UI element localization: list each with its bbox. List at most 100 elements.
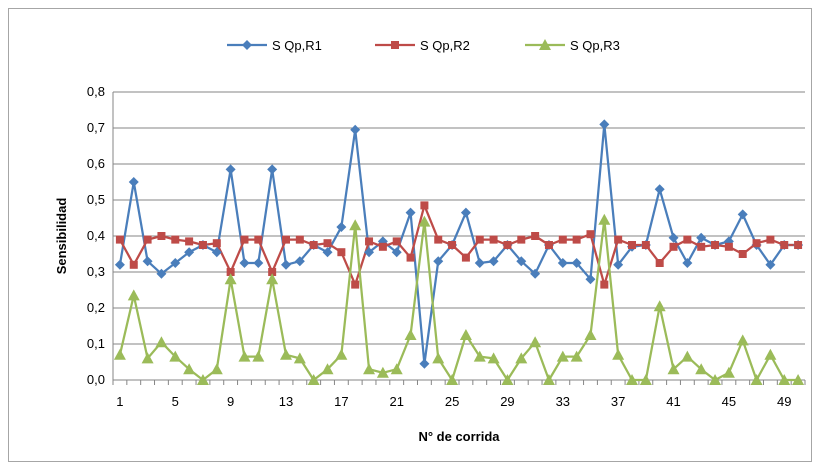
data-point-series-2: [143, 235, 152, 244]
chart-area: 0,0 0,1 0,2 0,3 0,4 0,5 0,6 0,7 0,8 1 5 9 13 17 21 25 2…: [8, 8, 812, 462]
data-point-series-3: [459, 329, 472, 340]
data-point-series-1: [142, 256, 153, 267]
data-point-series-2: [240, 235, 249, 244]
data-point-series-2: [351, 280, 360, 289]
data-point-series-2: [780, 241, 789, 249]
data-point-series-2: [323, 239, 332, 248]
data-point-series-1: [530, 268, 541, 279]
data-point-series-3: [778, 374, 791, 385]
data-point-series-3: [210, 363, 223, 375]
data-point-series-3: [473, 350, 486, 362]
data-point-series-1: [419, 358, 430, 369]
x-tick-label: 13: [279, 394, 293, 409]
legend: S Qp,R1 S Qp,R2 S Qp,R3: [227, 38, 620, 53]
data-point-series-2: [794, 241, 803, 249]
data-point-series-3: [390, 363, 403, 375]
data-point-series-2: [365, 237, 374, 246]
data-point-series-2: [461, 253, 470, 262]
x-tick-label: 49: [777, 394, 791, 409]
data-point-series-2: [115, 235, 124, 244]
data-point-series-2: [766, 235, 775, 244]
data-point-series-3: [584, 329, 597, 340]
data-point-series-3: [709, 374, 722, 385]
y-tick-label: 0,3: [87, 264, 105, 279]
data-point-series-1: [654, 184, 665, 195]
data-point-series-2: [738, 250, 747, 258]
data-point-series-2: [697, 242, 706, 251]
data-point-series-1: [474, 258, 485, 268]
data-point-series-2: [226, 268, 235, 276]
data-point-series-3: [293, 352, 306, 364]
data-point-series-3: [750, 374, 763, 385]
data-point-series-2: [434, 235, 443, 244]
data-point-series-3: [501, 374, 514, 385]
data-point-series-1: [737, 209, 748, 220]
data-point-series-1: [433, 256, 444, 267]
data-point-series-1: [516, 256, 527, 267]
data-point-series-2: [337, 248, 346, 257]
y-axis-title: Sensibilidad: [54, 198, 69, 275]
data-point-series-3: [404, 329, 417, 340]
axes: [112, 92, 806, 385]
data-point-series-1: [696, 232, 707, 243]
data-point-series-2: [669, 242, 678, 251]
x-tick-label: 29: [500, 394, 514, 409]
data-point-series-2: [268, 268, 277, 276]
data-point-series-1: [114, 259, 125, 270]
data-point-series-2: [448, 241, 457, 249]
data-point-series-2: [503, 241, 512, 249]
y-tick-label: 0,6: [87, 156, 105, 171]
data-point-series-1: [128, 177, 139, 187]
data-point-series-2: [683, 235, 692, 244]
data-point-series-2: [558, 235, 567, 244]
data-point-series-3: [183, 363, 196, 375]
y-tick-label: 0,0: [87, 372, 105, 387]
x-tick-label: 37: [611, 394, 625, 409]
y-tick-label: 0,8: [87, 84, 105, 99]
data-point-series-3: [266, 273, 279, 285]
data-point-series-3: [224, 273, 237, 285]
data-point-series-2: [572, 235, 581, 244]
data-point-series-1: [170, 258, 181, 268]
data-point-series-2: [129, 260, 138, 269]
data-point-series-3: [335, 348, 348, 360]
data-point-series-3: [792, 374, 805, 385]
data-point-series-3: [169, 350, 182, 362]
legend-label: S Qp,R1: [272, 38, 322, 53]
data-point-series-1: [211, 247, 222, 258]
data-point-series-2: [185, 237, 194, 246]
data-point-series-2: [282, 235, 290, 244]
y-tick-label: 0,1: [87, 336, 105, 351]
data-point-series-3: [376, 366, 389, 378]
x-tick-label: 41: [666, 394, 680, 409]
data-point-series-1: [364, 247, 375, 258]
data-point-series-3: [363, 363, 376, 375]
legend-marker: [242, 40, 252, 50]
data-point-series-2: [655, 259, 664, 267]
data-point-series-1: [765, 259, 776, 270]
data-point-series-3: [667, 363, 680, 375]
data-point-series-2: [198, 241, 207, 249]
data-point-series-1: [488, 256, 499, 267]
data-point-series-3: [598, 213, 611, 225]
data-point-series-3: [432, 352, 445, 364]
data-point-series-3: [639, 374, 652, 385]
data-point-series-2: [420, 201, 429, 210]
x-axis-title: N° de corrida: [418, 429, 500, 444]
data-point-series-3: [764, 348, 777, 360]
data-point-series-3: [556, 350, 569, 362]
legend-marker: [391, 41, 399, 49]
data-point-series-2: [489, 235, 498, 244]
data-point-series-1: [184, 247, 195, 258]
data-point-series-1: [322, 247, 333, 258]
data-point-series-2: [531, 232, 540, 240]
data-point-series-3: [542, 374, 555, 385]
data-point-series-3: [446, 374, 459, 385]
x-tick-labels: 1 5 9 13 17 21 25 29 33 37 41 45 49: [116, 394, 791, 409]
y-tick-labels: 0,0 0,1 0,2 0,3 0,4 0,5 0,6 0,7 0,8: [87, 84, 105, 387]
data-point-series-1: [391, 247, 402, 258]
data-point-series-2: [309, 241, 318, 249]
data-point-series-3: [681, 350, 694, 362]
data-point-series-2: [212, 239, 221, 248]
data-point-series-3: [695, 363, 708, 375]
